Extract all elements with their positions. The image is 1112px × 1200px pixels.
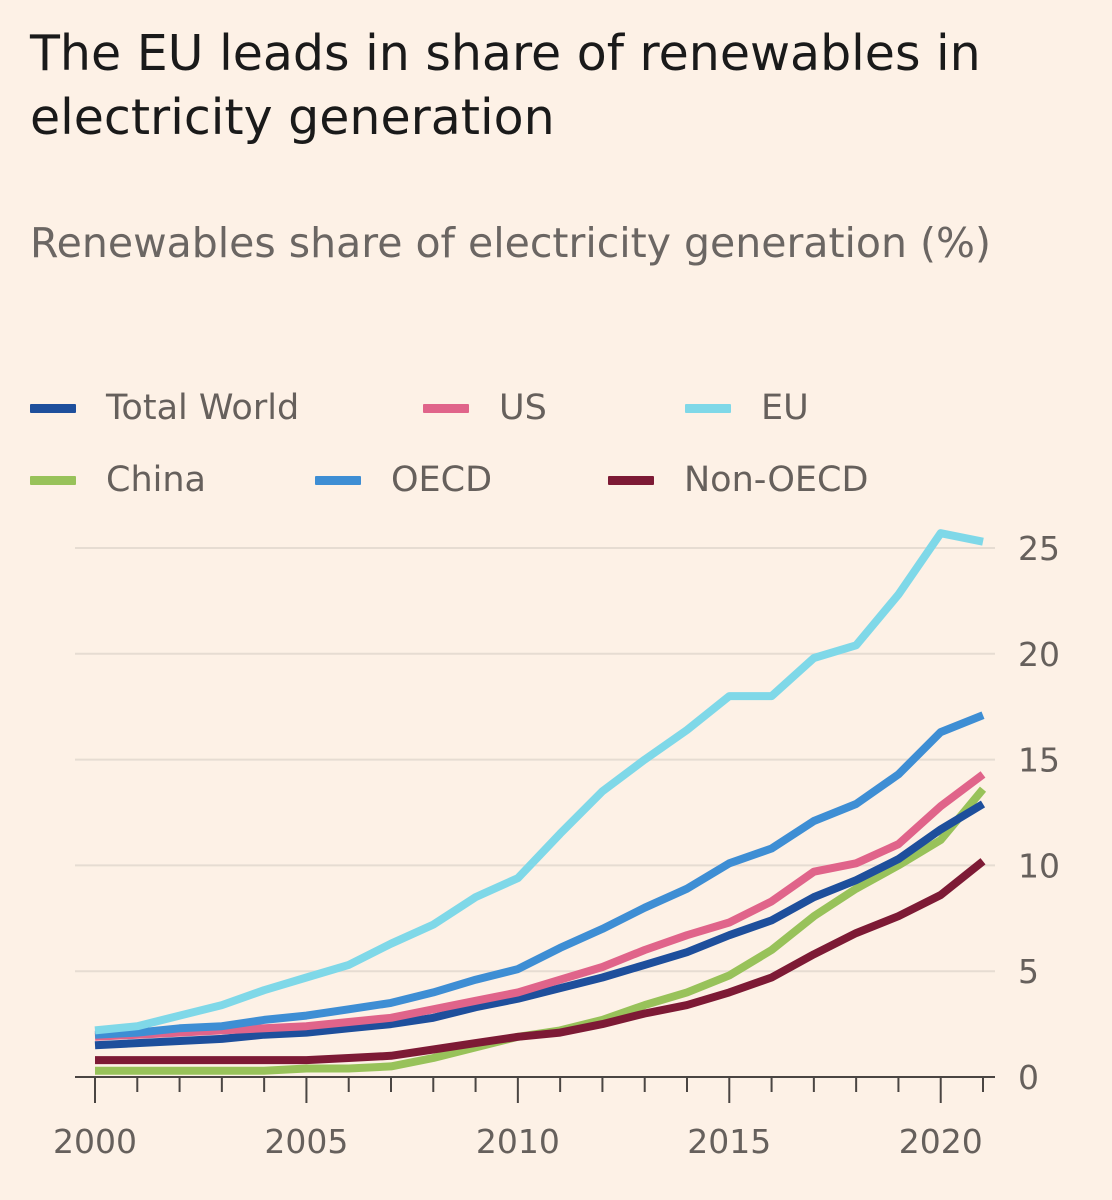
legend-label-china: China	[106, 460, 206, 500]
y-tick-label-10: 10	[1018, 846, 1060, 885]
x-tick-label-2005: 2005	[264, 1122, 348, 1161]
series-line-us	[94, 771, 986, 1041]
legend-label-non-oecd: Non-OECD	[684, 460, 869, 500]
legend-swatch-china	[30, 475, 76, 485]
legend-label-us: US	[499, 388, 547, 428]
x-tick-label-2000: 2000	[53, 1122, 137, 1161]
legend-label-eu: EU	[761, 388, 809, 428]
legend-label-oecd: OECD	[391, 460, 493, 500]
legend-item-china: China	[30, 452, 206, 508]
legend-item-non-oecd: Non-OECD	[608, 452, 868, 508]
y-tick-label-0: 0	[1018, 1058, 1039, 1097]
series-line-eu	[94, 529, 984, 1035]
legend-item-eu: EU	[685, 380, 809, 436]
y-tick-label-15: 15	[1018, 741, 1060, 780]
grid-lines	[75, 547, 995, 973]
legend-swatch-eu	[685, 403, 731, 413]
series-line-non-oecd	[95, 858, 986, 1065]
legend-swatch-oecd	[315, 475, 361, 485]
series-line-total-world	[94, 800, 986, 1050]
legend: Total World US EU China OECD Non-OECD	[30, 380, 1090, 510]
x-axis: 2000 2005 2010 2015 2020	[53, 1076, 995, 1161]
y-axis-tick-labels: 0 5 10 15 20 25	[1018, 529, 1060, 1097]
legend-label-total-world: Total World	[106, 388, 300, 428]
legend-item-total-world: Total World	[30, 380, 299, 436]
series-line-oecd	[94, 711, 985, 1039]
x-tick-label-2015: 2015	[687, 1122, 771, 1161]
legend-swatch-us	[423, 403, 469, 413]
y-tick-label-25: 25	[1018, 529, 1060, 568]
y-tick-label-5: 5	[1018, 952, 1039, 991]
series-lines	[94, 529, 987, 1075]
y-tick-label-20: 20	[1018, 635, 1060, 674]
page-title: The EU leads in share of renewables in e…	[30, 25, 981, 146]
legend-swatch-non-oecd	[608, 475, 654, 485]
legend-item-oecd: OECD	[315, 452, 492, 508]
chart-subtitle: Renewables share of electricity generati…	[30, 219, 991, 267]
legend-item-us: US	[423, 380, 547, 436]
x-tick-label-2010: 2010	[476, 1122, 560, 1161]
x-tick-label-2020: 2020	[899, 1122, 983, 1161]
legend-swatch-total-world	[30, 403, 76, 413]
